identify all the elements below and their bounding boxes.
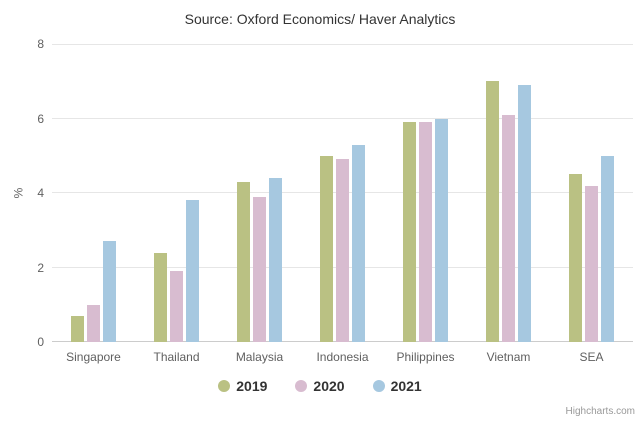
bar-2020-philippines[interactable] xyxy=(419,122,432,342)
y-axis-tick-label: 8 xyxy=(37,37,44,51)
bar-group-singapore xyxy=(52,44,135,342)
bar-2020-sea[interactable] xyxy=(585,185,598,342)
bar-2019-thailand[interactable] xyxy=(154,252,167,342)
x-axis-label-sea: SEA xyxy=(579,350,604,364)
legend-item-label: 2019 xyxy=(236,378,268,394)
bar-2019-philippines[interactable] xyxy=(403,122,416,342)
x-axis-label-malaysia: Malaysia xyxy=(235,350,284,364)
bar-group-indonesia xyxy=(301,44,384,342)
bar-2019-vietnam[interactable] xyxy=(486,81,499,342)
bar-group-malaysia xyxy=(218,44,301,342)
bar-2019-malaysia[interactable] xyxy=(237,181,250,342)
bar-2020-indonesia[interactable] xyxy=(336,159,349,342)
gridline xyxy=(52,44,633,45)
bar-2020-singapore[interactable] xyxy=(87,304,100,342)
legend-item-2020[interactable]: 2020 xyxy=(295,378,345,394)
x-axis-label-indonesia: Indonesia xyxy=(316,350,369,364)
y-axis-tick-label: 2 xyxy=(37,260,44,275)
x-axis-labels: Singapore Thailand Malaysia Indonesia Philip… xyxy=(52,350,633,364)
bar-2021-indonesia[interactable] xyxy=(352,144,365,342)
bar-2019-sea[interactable] xyxy=(569,174,582,342)
legend-marker-2019-icon xyxy=(218,380,231,392)
bar-group-thailand xyxy=(135,44,218,342)
bar-2021-philippines[interactable] xyxy=(435,118,448,342)
bar-2021-sea[interactable] xyxy=(601,155,614,342)
bar-2019-singapore[interactable] xyxy=(71,315,84,342)
legend-item-label: 2021 xyxy=(390,378,422,394)
credits-link[interactable]: Highcharts.com xyxy=(565,406,635,417)
y-axis-tick-label: 0 xyxy=(37,335,44,349)
legend-item-label: 2020 xyxy=(313,378,345,394)
bar-2021-thailand[interactable] xyxy=(186,200,199,342)
y-axis-tick-label: 4 xyxy=(37,186,44,200)
x-axis-label-philippines: Philippines xyxy=(396,350,455,364)
legend-item-2019[interactable]: 2019 xyxy=(218,378,267,394)
bar-2021-malaysia[interactable] xyxy=(269,178,282,342)
bar-group-vietnam xyxy=(467,44,550,342)
bars-container xyxy=(52,44,633,342)
legend-marker-2021-icon xyxy=(372,380,385,392)
x-axis-label-thailand: Thailand xyxy=(153,350,200,364)
x-axis-label-singapore: Singapore xyxy=(66,350,121,364)
y-axis-tick-label: 6 xyxy=(37,111,44,126)
gridline xyxy=(52,117,633,119)
chart-title: Source: Oxford Economics/ Haver Analytic… xyxy=(184,11,456,27)
bar-group-sea xyxy=(550,44,633,342)
legend-marker-2020-icon xyxy=(295,380,308,392)
bar-group-philippines xyxy=(384,44,467,342)
legend-item-2021[interactable]: 2021 xyxy=(372,378,422,394)
legend: 2019 2020 2021 xyxy=(0,378,640,394)
x-axis-label-vietnam: Vietnam xyxy=(486,350,531,364)
plot-area xyxy=(52,44,633,342)
bar-2021-singapore[interactable] xyxy=(103,241,116,342)
bar-2019-indonesia[interactable] xyxy=(320,155,333,342)
bar-2021-vietnam[interactable] xyxy=(518,84,531,342)
bar-2020-malaysia[interactable] xyxy=(253,196,266,342)
bar-2020-vietnam[interactable] xyxy=(502,114,515,342)
bar-2020-thailand[interactable] xyxy=(170,271,183,342)
